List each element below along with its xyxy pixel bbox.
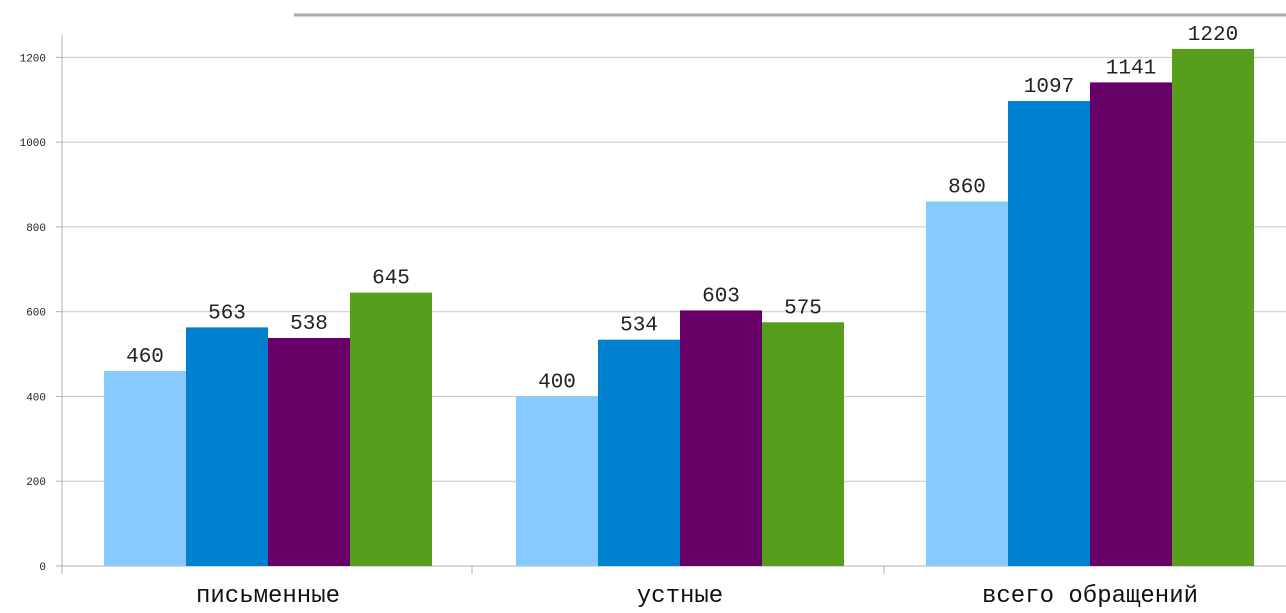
x-tick-label-1: письменные [196,583,340,608]
data-label-3-4: 1220 [1188,24,1238,47]
data-label-2-2: 534 [620,315,658,338]
y-tick-label-200: 200 [26,477,46,489]
bar-1-1 [104,371,186,566]
data-label-1-4: 645 [372,268,410,291]
bar-3-2 [1008,101,1090,566]
bar-3-3 [1090,82,1172,566]
bar-1-3 [268,337,350,566]
bar-2-4 [762,322,844,566]
data-label-3-2: 1097 [1024,76,1074,99]
y-tick-label-1200: 1200 [20,53,46,65]
bar-1-2 [186,327,268,566]
y-tick-label-400: 400 [26,392,46,404]
bar-2-1 [516,396,598,566]
y-tick-label-800: 800 [26,223,46,235]
bar-2-3 [680,310,762,566]
data-label-3-3: 1141 [1106,57,1156,80]
data-label-1-3: 538 [290,313,328,336]
data-label-1-2: 563 [208,302,246,325]
bar-3-4 [1172,48,1254,566]
tick-labels: 0 200 400 600 800 1000 1200 письменные устные все… [20,53,1198,610]
y-tick-label-600: 600 [26,308,46,320]
data-label-1-1: 460 [126,346,164,369]
y-tick-label-0: 0 [39,562,46,574]
data-label-3-1: 860 [948,176,986,199]
data-labels: 460 563 538 645 400 534 603 575 860 1097 1141 1220 [126,24,1238,395]
y-tick-label-1000: 1000 [20,138,46,150]
data-label-2-1: 400 [538,371,576,394]
bar-1-4 [350,292,432,566]
data-label-2-3: 603 [702,285,740,308]
x-tick-label-2: устные [637,583,723,608]
bar-2-2 [598,339,680,566]
bars [104,48,1254,566]
data-label-2-4: 575 [784,297,822,320]
x-tick-label-3: всего обращений [982,583,1198,608]
bar-3-1 [926,201,1008,566]
